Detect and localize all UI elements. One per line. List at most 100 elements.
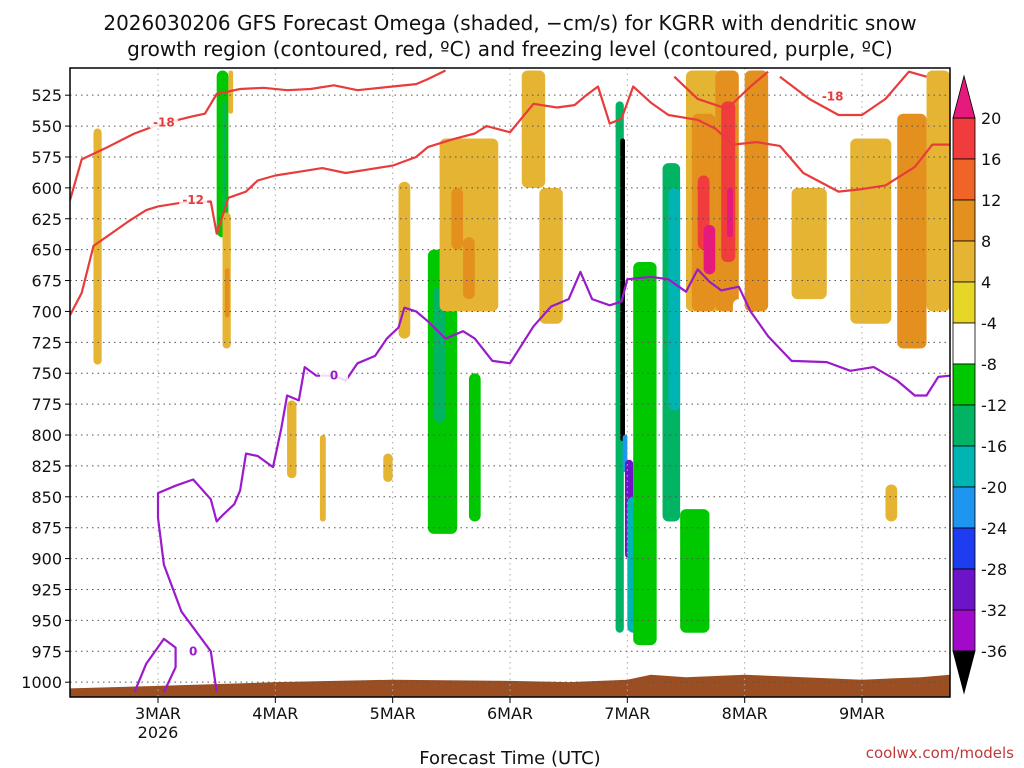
x-tick-label-3MAR: 3MAR xyxy=(135,704,181,723)
y-tick-label-1000: 1000 xyxy=(21,673,62,692)
omega-region-42 xyxy=(727,187,733,238)
x-tick-sublabel-3MAR: 2026 xyxy=(138,723,179,742)
omega-region-51 xyxy=(926,70,950,312)
chart-title-line-2: growth region (contoured, red, ºC) and f… xyxy=(127,37,893,61)
colorbar-segment-12 xyxy=(952,609,976,652)
y-tick-label-750: 750 xyxy=(31,364,62,383)
x-tick-label-4MAR: 4MAR xyxy=(252,704,298,723)
omega-region-5 xyxy=(222,101,227,238)
dgz-contour-label-0: -18 xyxy=(153,115,175,129)
x-tick-label-7MAR: 7MAR xyxy=(604,704,650,723)
grid-lines xyxy=(70,68,950,697)
x-tick-label-5MAR: 5MAR xyxy=(370,704,416,723)
colorbar-segment-11 xyxy=(952,568,976,611)
omega-region-11 xyxy=(319,435,326,522)
dgz-contour-3 xyxy=(779,70,927,117)
omega-region-22 xyxy=(498,311,510,510)
omega-region-7 xyxy=(224,268,230,318)
colorbar-label-5: -4 xyxy=(981,314,997,333)
colorbar-segment-3 xyxy=(952,240,976,283)
y-tick-label-875: 875 xyxy=(31,519,62,538)
colorbar-label-4: 4 xyxy=(981,273,991,292)
omega-region-24 xyxy=(521,70,546,188)
y-tick-label-950: 950 xyxy=(31,611,62,630)
x-tick-label-8MAR: 8MAR xyxy=(722,704,768,723)
y-tick-label-900: 900 xyxy=(31,550,62,569)
omega-region-0 xyxy=(93,128,102,365)
colorbar-segment-0 xyxy=(952,117,976,160)
colorbar-label-1: 16 xyxy=(981,150,1001,169)
omega-region-34 xyxy=(668,187,681,411)
contour-layer: -18 -12 -18 0 0 xyxy=(70,69,950,693)
y-tick-label-550: 550 xyxy=(31,117,62,136)
y-tick-label-700: 700 xyxy=(31,302,62,321)
colorbar-label-10: -24 xyxy=(981,519,1007,538)
freezing-label-bg-1 xyxy=(320,367,348,382)
colorbar-segment-5 xyxy=(952,322,976,365)
omega-region-19 xyxy=(451,187,464,250)
omega-region-31 xyxy=(633,262,657,646)
colorbar-segment-10 xyxy=(952,527,976,570)
omega-region-17 xyxy=(433,286,446,423)
omega-region-49 xyxy=(862,465,874,547)
freezing-contour-0 xyxy=(133,637,177,693)
omega-region-41 xyxy=(721,101,736,263)
freezing-contour-1 xyxy=(156,268,950,693)
dgz-contour-label-2: -18 xyxy=(822,89,844,103)
y-tick-label-625: 625 xyxy=(31,210,62,229)
x-axis-label: Forecast Time (UTC) xyxy=(419,748,600,768)
omega-region-27 xyxy=(620,138,625,442)
colorbar-label-12: -32 xyxy=(981,601,1007,620)
colorbar-label-11: -28 xyxy=(981,560,1007,579)
credit-link[interactable]: coolwx.com/models xyxy=(866,744,1014,762)
freezing-contour-label-0: 0 xyxy=(189,644,197,658)
y-tick-label-675: 675 xyxy=(31,272,62,291)
y-tick-label-850: 850 xyxy=(31,488,62,507)
colorbar-label-3: 8 xyxy=(981,232,991,251)
y-tick-label-650: 650 xyxy=(31,241,62,260)
colorbar-top-arrow xyxy=(952,74,976,119)
colorbar-label-6: -8 xyxy=(981,355,997,374)
omega-region-50 xyxy=(897,113,927,349)
y-tick-label-775: 775 xyxy=(31,395,62,414)
omega-region-20 xyxy=(463,237,475,300)
colorbar-legend: 20 16 12 8 4 -4 -8 -12 -16 -20 -24 -28 -32 -36 xyxy=(952,74,1007,695)
omega-region-1 xyxy=(101,70,106,135)
colorbar-label-8: -16 xyxy=(981,437,1007,456)
omega-shading-layer xyxy=(93,70,950,646)
y-tick-label-975: 975 xyxy=(31,642,62,661)
ground-terrain xyxy=(70,674,950,697)
dgz-contour-2 xyxy=(673,70,769,110)
omega-region-48 xyxy=(850,138,892,324)
y-tick-label-925: 925 xyxy=(31,580,62,599)
colorbar-label-13: -36 xyxy=(981,642,1007,661)
freezing-label-bg-0 xyxy=(179,643,208,658)
x-tick-label-9MAR: 9MAR xyxy=(839,704,885,723)
dgz-contour-0 xyxy=(70,69,446,201)
omega-region-43 xyxy=(732,299,769,485)
y-tick-label-575: 575 xyxy=(31,148,62,167)
x-tick-label-6MAR: 6MAR xyxy=(487,704,533,723)
omega-region-47 xyxy=(791,187,827,300)
colorbar-label-2: 12 xyxy=(981,191,1001,210)
omega-region-2 xyxy=(122,154,126,171)
omega-region-44 xyxy=(744,70,769,312)
colorbar-segment-9 xyxy=(952,486,976,529)
omega-region-45 xyxy=(756,113,769,188)
colorbar-segment-7 xyxy=(952,404,976,447)
dgz-label-bg-2 xyxy=(818,88,847,103)
omega-region-21 xyxy=(468,373,481,522)
colorbar-label-7: -12 xyxy=(981,396,1007,415)
y-axis: 525 550 575 600 625 650 675 700 725 750 775 800 825 8… xyxy=(21,86,70,692)
colorbar-label-0: 20 xyxy=(981,109,1001,128)
omega-region-9 xyxy=(263,70,270,157)
dgz-label-bg-1 xyxy=(179,192,208,207)
freezing-contour-label-1: 0 xyxy=(330,369,338,383)
omega-region-14 xyxy=(416,70,440,188)
y-tick-label-800: 800 xyxy=(31,426,62,445)
y-tick-label-525: 525 xyxy=(31,86,62,105)
omega-region-13 xyxy=(398,181,411,339)
colorbar-bottom-arrow xyxy=(952,650,976,695)
